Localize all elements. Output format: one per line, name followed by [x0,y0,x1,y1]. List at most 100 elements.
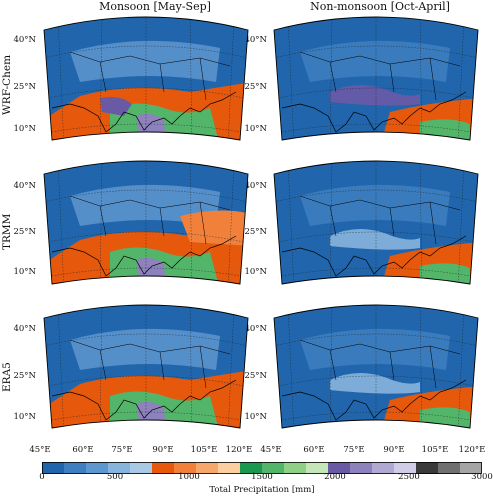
coastline [51,235,237,277]
map-frame [273,16,479,141]
column-title-monsoon: Monsoon [May-Sep] [99,0,211,13]
colorbar-tick-1000: 1000 [178,472,200,482]
colorbar-swatch [64,462,87,474]
colorbar-swatch [218,462,241,474]
map-frame [43,160,249,285]
lat-tick-10n-row1-right: 10°N [244,124,267,134]
precip-field-low [70,328,220,370]
lat-tick-40n-row1: 40°N [13,35,36,45]
colorbar-swatch [42,462,65,474]
lon-tick-90e-left: 90°E [152,445,174,455]
precip-field-himalaya [330,373,420,394]
lat-tick-40n-row1-right: 40°N [244,35,267,45]
colorbar-tick-0: 0 [39,472,45,482]
precip-field-himalaya [330,85,420,106]
colorbar-tick-500: 500 [106,472,124,482]
country-borders [299,195,461,245]
lon-tick-45e-left: 45°E [29,445,51,455]
graticule [44,305,248,428]
lat-tick-10n-row3-right: 10°N [244,412,267,422]
precip-field-very-high [420,263,470,284]
coastline [281,91,467,133]
lat-tick-25n-row2: 25°N [13,227,36,237]
graticule [44,161,248,284]
lon-tick-90e-right: 90°E [383,445,405,455]
graticule [274,305,478,428]
colorbar-swatch [130,462,153,474]
map-panel-era5-non-monsoon [270,300,482,434]
map-frame [273,160,479,285]
coastline [281,235,467,277]
map-panel-era5-monsoon [40,300,252,434]
precip-field-low [300,328,450,370]
lat-tick-40n-row2: 40°N [13,181,36,191]
map-frame [43,304,249,429]
colorbar-swatch [416,462,439,474]
lat-tick-10n-row2: 10°N [13,267,36,277]
lat-tick-40n-row3-right: 40°N [244,324,267,334]
lon-tick-105e-left: 105°E [190,445,218,455]
lon-tick-60e-right: 60°E [303,445,325,455]
lat-tick-40n-row2-right: 40°N [244,181,267,191]
colorbar-label: Total Precipitation [mm] [209,485,315,495]
map-panel-wrf-chem-non-monsoon [270,12,482,146]
precip-field-very-high [420,119,470,140]
colorbar-swatch [196,462,219,474]
lat-tick-25n-row2-right: 25°N [244,227,267,237]
colorbar-swatch [174,462,197,474]
colorbar-swatch [460,462,483,474]
lat-tick-10n-row3: 10°N [13,412,36,422]
column-title-non-monsoon: Non-monsoon [Oct-April] [310,0,450,13]
colorbar-tick-2000: 2000 [324,472,346,482]
country-borders [69,195,231,245]
graticule [44,17,248,140]
colorbar-swatch [372,462,395,474]
map-frame [43,16,249,141]
colorbar-swatch [108,462,131,474]
colorbar-swatch [394,462,417,474]
graticule [274,17,478,140]
map-frame [273,304,479,429]
colorbar-swatch [328,462,351,474]
lat-tick-40n-row3: 40°N [13,324,36,334]
precip-field-low [300,184,450,226]
country-borders [69,51,231,101]
lat-tick-25n-row3: 25°N [13,371,36,381]
map-panel-wrf-chem-monsoon [40,12,252,146]
coastline [281,379,467,421]
colorbar-tick-1500: 1500 [251,472,273,482]
graticule [274,161,478,284]
coastline [51,91,237,133]
precip-field-low [70,40,220,82]
colorbar-swatch [152,462,175,474]
colorbar-swatch [240,462,263,474]
colorbar-swatches [42,462,483,474]
precip-field-very-high [420,407,470,428]
colorbar-swatch [284,462,307,474]
colorbar-border [42,462,482,474]
colorbar-swatch [262,462,285,474]
colorbar-swatch [438,462,461,474]
country-borders [299,51,461,101]
colorbar-swatch [86,462,109,474]
lon-tick-105e-right: 105°E [421,445,449,455]
precip-field-low [300,40,450,82]
country-borders [69,339,231,389]
precip-field-wrf-peak [100,96,132,116]
country-borders [299,339,461,389]
colorbar-swatch [350,462,373,474]
lon-tick-45e-right: 45°E [260,445,282,455]
lat-tick-25n-row1: 25°N [13,82,36,92]
lat-tick-10n-row1: 10°N [13,124,36,134]
colorbar-swatch [306,462,329,474]
coastline [51,379,237,421]
lon-tick-60e-left: 60°E [72,445,94,455]
lat-tick-25n-row3-right: 25°N [244,371,267,381]
lon-tick-120e-left: 120°E [225,445,253,455]
colorbar-tick-3000: 3000 [471,472,493,482]
colorbar: 0 500 1000 1500 2000 2500 3000 Total Pre… [39,459,493,499]
lat-tick-10n-row2-right: 10°N [244,267,267,277]
lat-tick-25n-row1-right: 25°N [244,82,267,92]
map-panel-trmm-monsoon [40,156,252,290]
lon-tick-75e-left: 75°E [111,445,133,455]
